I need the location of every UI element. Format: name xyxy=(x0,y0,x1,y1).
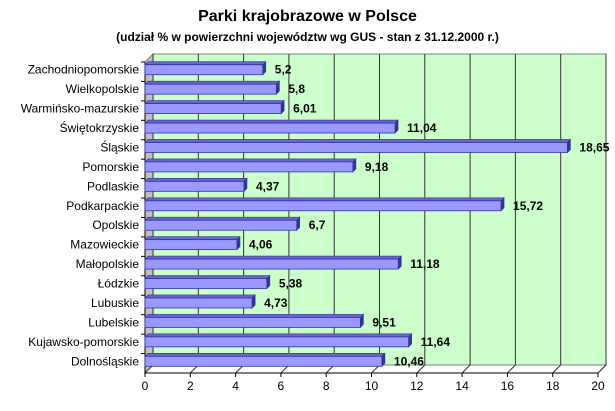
bar xyxy=(144,200,502,212)
bar-top xyxy=(144,236,241,240)
x-tick-label: 6 xyxy=(278,379,285,393)
category-label: Kujawsko-pomorskie xyxy=(28,335,139,349)
bar xyxy=(144,317,361,328)
bar-top xyxy=(144,61,267,66)
data-label: 18,65 xyxy=(579,140,609,154)
bar-top xyxy=(144,314,365,318)
x-tick-label: 20 xyxy=(591,379,605,393)
data-label: 10,46 xyxy=(394,354,424,368)
bar xyxy=(144,83,277,95)
bar xyxy=(144,64,264,76)
floor-gridline xyxy=(552,364,562,374)
category-label: Warmińsko-mazurskie xyxy=(21,102,140,116)
x-tick-label: 2 xyxy=(187,379,194,393)
x-tick-label: 4 xyxy=(232,379,239,393)
bar-top xyxy=(144,158,357,163)
category-label: Pomorskie xyxy=(82,160,139,174)
floor-gridline xyxy=(597,364,607,374)
category-label: Podlaskie xyxy=(87,179,139,193)
bar xyxy=(144,355,383,367)
bar-top xyxy=(144,139,572,143)
bar xyxy=(144,180,245,192)
bar-top xyxy=(144,294,256,299)
chart-subtitle: (udział % w powierzchni województw wg GU… xyxy=(116,30,499,44)
category-label: Wielkopolskie xyxy=(66,82,140,96)
bar xyxy=(144,297,253,309)
category-label: Opolskie xyxy=(92,218,139,232)
x-tick-label: 18 xyxy=(546,379,560,393)
bar xyxy=(144,161,354,173)
data-label: 4,73 xyxy=(264,296,288,310)
data-label: 5,8 xyxy=(288,82,305,96)
data-label: 15,72 xyxy=(513,199,543,213)
bar-top xyxy=(144,197,505,202)
bar xyxy=(144,336,410,348)
bar xyxy=(144,142,568,153)
category-label: Dolnośląskie xyxy=(71,354,139,368)
category-label: Małopolskie xyxy=(76,257,140,271)
data-label: 5,2 xyxy=(275,63,292,77)
x-tick-label: 14 xyxy=(455,379,469,393)
data-label: 11,04 xyxy=(407,121,437,135)
data-label: 11,18 xyxy=(410,257,440,271)
bar-top xyxy=(144,275,271,279)
floor-gridline xyxy=(507,364,516,374)
data-label: 6,7 xyxy=(309,218,326,232)
x-tick-label: 0 xyxy=(142,379,149,393)
bar xyxy=(144,239,238,251)
bar-top xyxy=(144,352,386,357)
category-label: Śląskie xyxy=(100,139,139,154)
bar-top xyxy=(144,216,301,221)
x-tick-label: 10 xyxy=(365,379,379,393)
bar-top xyxy=(144,333,413,338)
bar xyxy=(144,278,268,289)
x-tick-label: 8 xyxy=(323,379,330,393)
x-tick-label: 16 xyxy=(501,379,515,393)
x-tick-label: 12 xyxy=(410,379,424,393)
bar xyxy=(144,258,399,270)
data-label: 9,18 xyxy=(365,160,389,174)
category-label: Lubelskie xyxy=(88,315,139,329)
data-label: 4,06 xyxy=(249,238,273,252)
category-label: Lubuskie xyxy=(91,296,139,310)
data-label: 11,64 xyxy=(421,335,451,349)
chart-title: Parki krajobrazowe w Polsce xyxy=(198,8,417,25)
category-label: Mazowieckie xyxy=(70,238,139,252)
category-label: Świętokrzyskie xyxy=(60,120,140,135)
bar xyxy=(144,122,396,134)
category-label: Zachodniopomorskie xyxy=(28,63,140,77)
category-label: Łódzkie xyxy=(98,277,140,291)
data-label: 6,01 xyxy=(293,102,317,116)
bar xyxy=(144,103,282,114)
bar-top xyxy=(144,100,285,104)
bar-top xyxy=(144,119,399,124)
category-label: Podkarpackie xyxy=(66,199,139,213)
data-label: 9,51 xyxy=(372,315,396,329)
floor-gridline xyxy=(461,364,471,374)
bar-top xyxy=(144,178,248,182)
data-label: 4,37 xyxy=(256,179,280,193)
bar-top xyxy=(144,80,281,85)
floor-gridline xyxy=(416,364,426,374)
bar-top xyxy=(144,255,402,260)
data-label: 5,38 xyxy=(279,277,303,291)
bar xyxy=(144,219,298,231)
